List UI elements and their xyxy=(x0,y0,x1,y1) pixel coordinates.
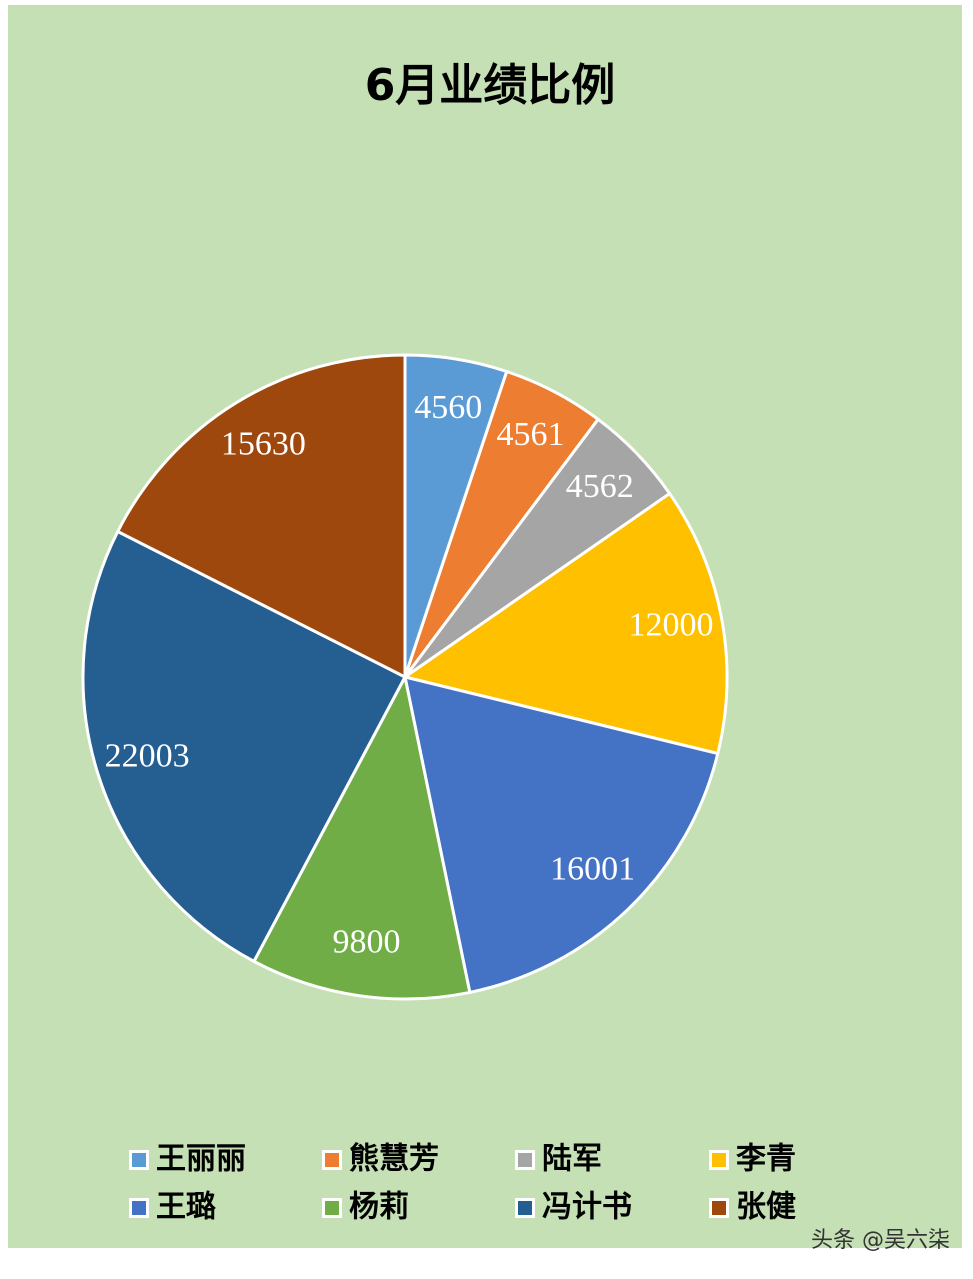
data-label: 22003 xyxy=(105,737,190,774)
data-label: 4561 xyxy=(496,416,564,453)
pie-slice xyxy=(81,529,408,964)
legend-swatch xyxy=(518,1153,532,1167)
legend-swatch xyxy=(325,1201,339,1215)
watermark: 头条 @吴六柒 xyxy=(811,1228,950,1253)
legend-label: 李青 xyxy=(736,1142,796,1177)
data-label: 9800 xyxy=(333,924,401,961)
data-label: 4560 xyxy=(414,389,482,426)
data-label: 16001 xyxy=(550,851,635,888)
pie-slice xyxy=(403,674,720,995)
legend-label: 王璐 xyxy=(156,1190,216,1225)
legend-label: 熊慧芳 xyxy=(349,1142,439,1177)
legend-label: 陆军 xyxy=(542,1142,602,1177)
chart-title: 6月业绩比例 xyxy=(365,60,616,111)
legend-label: 张健 xyxy=(736,1190,796,1225)
pie-slice xyxy=(401,491,729,756)
legend-swatch xyxy=(132,1153,146,1167)
legend-swatch xyxy=(518,1201,532,1215)
data-label: 12000 xyxy=(628,607,713,644)
legend-swatch xyxy=(712,1201,726,1215)
legend-swatch xyxy=(325,1153,339,1167)
data-label: 15630 xyxy=(221,425,306,462)
pie-slice xyxy=(251,672,472,1001)
legend-label: 王丽丽 xyxy=(156,1142,246,1177)
legend-label: 杨莉 xyxy=(349,1190,409,1225)
legend-swatch xyxy=(132,1201,146,1215)
pie-slice xyxy=(115,353,407,680)
legend-swatch xyxy=(712,1153,726,1167)
data-label: 4562 xyxy=(566,468,634,505)
legend-label: 冯计书 xyxy=(542,1190,632,1225)
